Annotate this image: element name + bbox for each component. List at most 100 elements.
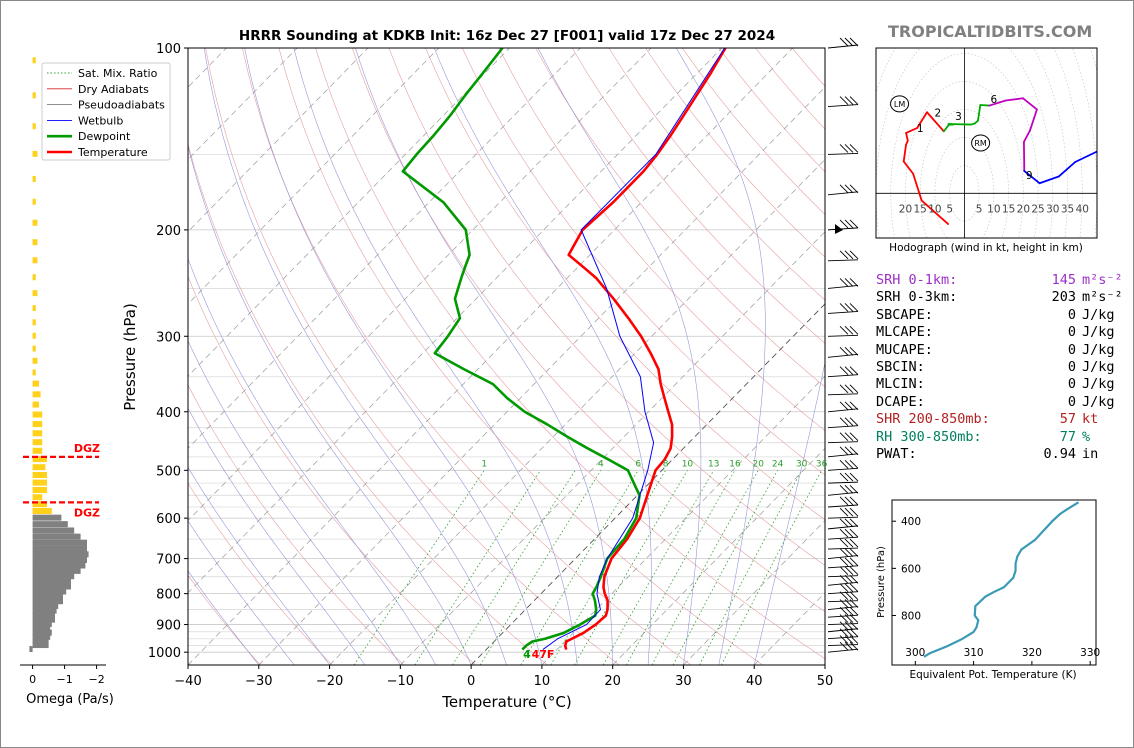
profile-dewpoint — [401, 48, 641, 651]
omega-bar — [32, 607, 57, 614]
omega-bar — [32, 345, 36, 352]
wind-barb-feather — [849, 472, 859, 482]
wind-barb-staff — [827, 353, 859, 358]
index-label: MUCAPE: — [876, 341, 933, 358]
index-row: MUCAPE: 0 J/kg — [876, 342, 1123, 359]
dry-adiabat-line — [1122, 48, 1134, 665]
wind-barb-feather — [849, 401, 859, 411]
wind-barb-feather — [849, 574, 859, 584]
mixing-ratio-line — [626, 470, 736, 665]
index-value: 0 — [1067, 393, 1076, 410]
mixing-ratio-label: 6 — [635, 459, 641, 469]
omega-bar — [32, 274, 36, 281]
wind-barb-feather — [839, 518, 849, 528]
hodograph-height-label: 6 — [991, 94, 998, 106]
wind-barb-feather — [849, 384, 859, 394]
wind-barb-staff — [827, 284, 859, 289]
omega-bar — [32, 616, 55, 623]
wind-barb-feather — [849, 591, 859, 601]
wind-barb-feather — [844, 432, 854, 441]
y-tick-label: 500 — [156, 464, 181, 479]
mixing-ratio-label: 20 — [753, 459, 765, 469]
wind-barb-feather — [839, 628, 849, 638]
x-tick-label: 50 — [817, 674, 834, 689]
mixing-ratio-line — [721, 470, 822, 665]
wind-barb-feather — [839, 184, 849, 194]
hodograph-segment — [902, 143, 907, 163]
omega-bar — [32, 439, 43, 446]
wind-barb-feather — [844, 96, 854, 105]
index-unit: kt — [1082, 411, 1099, 428]
wind-barb-staff — [827, 259, 859, 262]
omega-bar — [32, 92, 36, 99]
omega-bar — [32, 556, 87, 563]
theta-e-line — [923, 501, 1080, 658]
hodograph-segment — [977, 104, 982, 122]
dry-adiabat-line — [188, 275, 476, 665]
wind-barb-feather — [839, 614, 849, 623]
hodograph-segment — [1023, 170, 1041, 185]
wind-barb-staff — [827, 565, 859, 569]
pseudoadiabat-line — [433, 48, 652, 665]
wind-barb-feather — [844, 557, 854, 567]
wind-barb-feather — [839, 432, 849, 441]
wind-barb-staff — [827, 555, 859, 560]
wind-barb-feather — [849, 528, 859, 538]
wind-barb-feather — [839, 635, 849, 644]
mixing-ratio-label: 8 — [663, 459, 669, 469]
hodograph-ring-label: 35 — [1061, 203, 1074, 215]
skewt-y-label: Pressure (hPa) — [121, 303, 139, 411]
omega-bar — [32, 401, 39, 408]
theta-e-x-tick-label: 310 — [964, 647, 984, 659]
wind-barb-feather — [839, 606, 849, 616]
wind-barb-feather — [849, 184, 859, 194]
wind-barb-feather — [839, 37, 849, 47]
wind-barb-feather — [839, 538, 849, 548]
wind-barb-feather — [839, 472, 849, 482]
isotherm-line — [683, 520, 825, 665]
hodograph-segment — [979, 104, 991, 107]
wind-barb-feather — [849, 518, 859, 528]
hodograph-ring-label: 40 — [1076, 203, 1089, 215]
theta-e-x-tick-label: 320 — [1022, 647, 1042, 659]
storm-motion-label: LM — [894, 100, 905, 109]
index-label: SBCAPE: — [876, 306, 933, 323]
wind-barb-feather — [849, 641, 859, 651]
wind-barb-feather — [844, 417, 854, 426]
mixing-ratio-label: 13 — [708, 459, 719, 469]
wind-barb-feather — [844, 303, 854, 312]
wind-barb-feather — [844, 459, 854, 469]
wind-barb-feather — [844, 366, 854, 376]
omega-bar — [32, 464, 46, 471]
hodograph-height-label: 3 — [955, 111, 962, 123]
omega-bar — [32, 521, 68, 528]
wind-barb-staff — [827, 425, 859, 429]
wind-barb-staff — [827, 227, 859, 231]
hodograph-segment — [1029, 108, 1038, 132]
omega-bar — [32, 629, 52, 636]
wind-barb-feather — [839, 574, 849, 584]
wind-barb-staff — [827, 491, 859, 496]
wind-barb-feather — [849, 566, 859, 576]
index-row: SBCIN: 0 J/kg — [876, 359, 1123, 376]
omega-x-label: Omega (Pa/s) — [26, 692, 114, 707]
omega-bar — [32, 583, 71, 590]
index-row: SRH 0-1km: 145 m²s⁻² — [876, 272, 1123, 289]
wind-barb-feather — [849, 628, 859, 638]
theta-e-y-tick-label: 600 — [901, 563, 921, 575]
index-value: 0 — [1067, 359, 1076, 376]
dgz-label: DGZ — [74, 506, 100, 519]
omega-bar — [32, 625, 51, 632]
wind-barb-staff — [827, 614, 859, 618]
wind-barb-feather — [849, 144, 859, 153]
mixing-ratio-line — [651, 470, 759, 665]
wind-barb-staff — [827, 104, 859, 108]
y-tick-label: 600 — [156, 512, 181, 527]
pseudoadiabat-line — [355, 48, 613, 665]
skewt-x-label: Temperature (°C) — [441, 693, 571, 711]
hodograph-segment — [1074, 150, 1097, 163]
index-label: DCAPE: — [876, 393, 925, 410]
pseudoadiabat-line — [244, 48, 543, 665]
